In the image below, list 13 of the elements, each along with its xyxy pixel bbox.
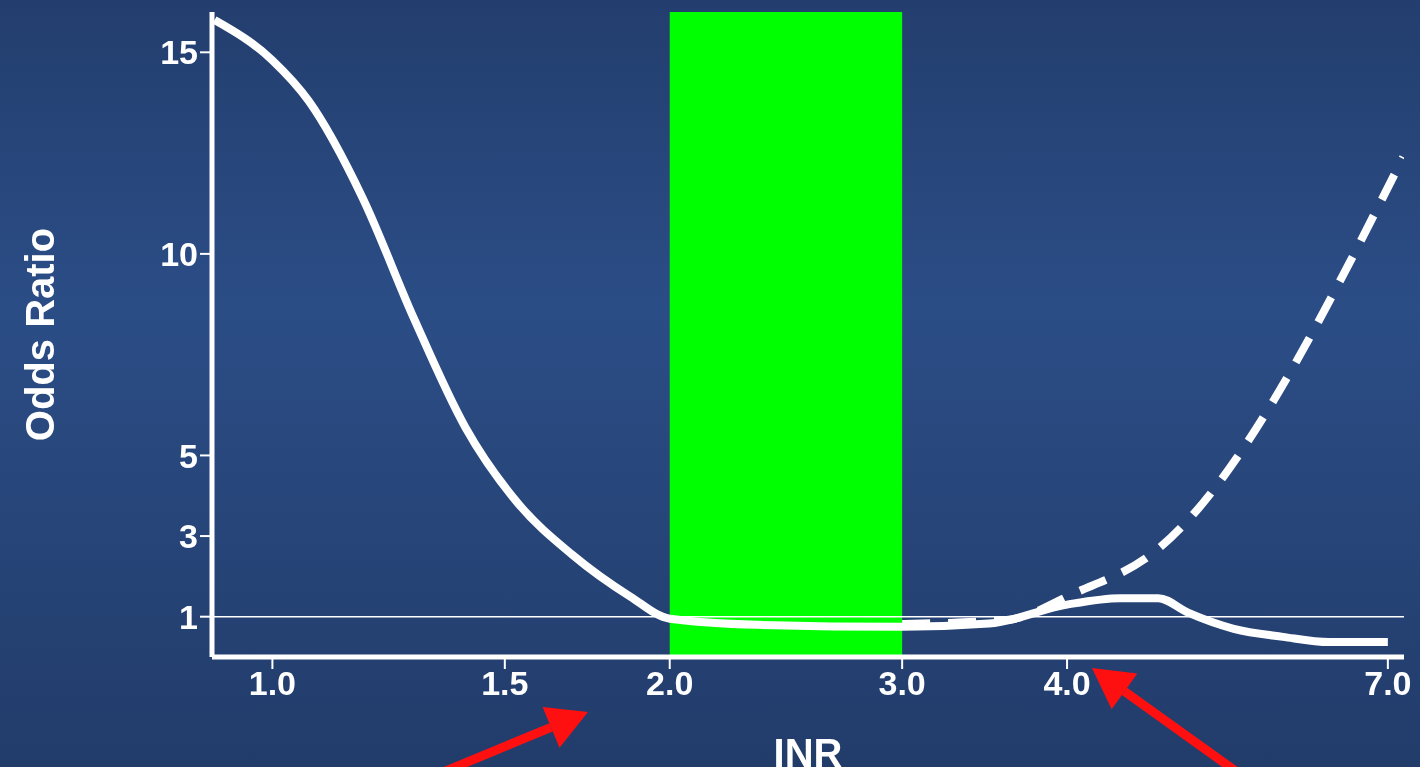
x-tick-label: 3.0: [878, 664, 926, 703]
y-tick-label: 10: [160, 234, 198, 273]
y-tick-label: 1: [179, 597, 198, 636]
x-tick-label: 2.0: [646, 664, 694, 703]
y-tick-label: 15: [160, 33, 198, 72]
y-tick-label: 3: [179, 517, 198, 556]
x-tick-label: 1.5: [481, 664, 529, 703]
x-tick-label: 7.0: [1364, 664, 1412, 703]
x-tick-label: 4.0: [1043, 664, 1091, 703]
y-tick-label: 5: [179, 436, 198, 475]
y-axis-title: Odds Ratio: [18, 227, 63, 442]
x-axis-title: INR: [773, 731, 843, 775]
x-tick-label: 1.0: [248, 664, 297, 703]
